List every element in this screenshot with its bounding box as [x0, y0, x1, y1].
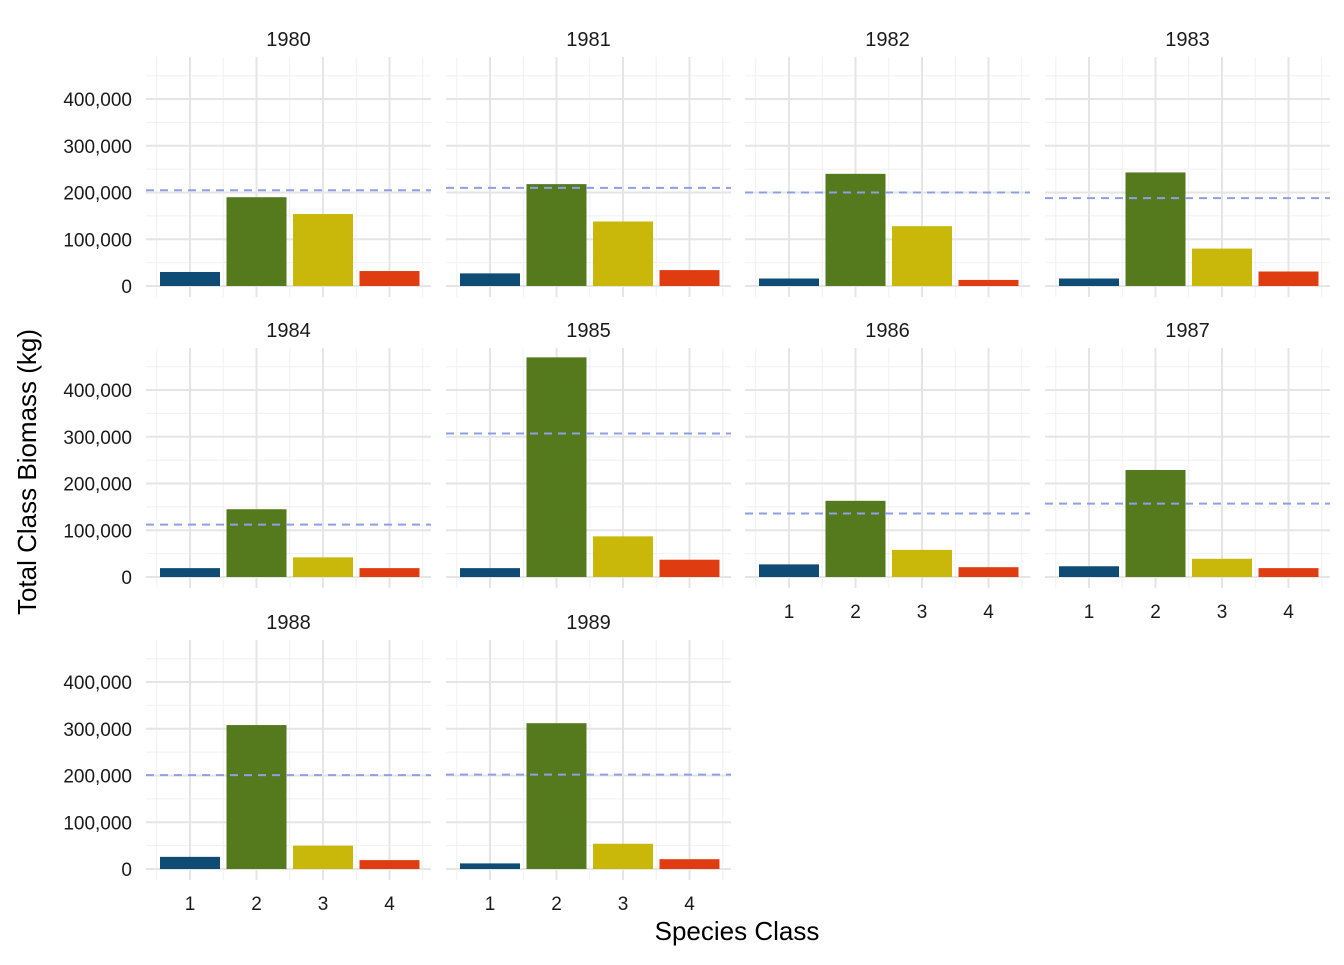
bar-1983-class-3: [1192, 248, 1252, 286]
x-tick-label: 1: [784, 602, 795, 623]
bar-1985-class-1: [460, 568, 520, 577]
x-tick-label: 3: [1217, 602, 1228, 623]
y-tick-label: 300,000: [63, 720, 132, 741]
x-tick-label: 4: [983, 602, 994, 623]
facet-panel-1988: 1988 0 100,000 200,000 300,000 400,000 1 2 3 4: [63, 612, 431, 915]
bar-1984-class-4: [359, 568, 420, 577]
facet-title: 1988: [266, 612, 311, 634]
facet-title: 1986: [865, 320, 910, 342]
y-tick-label: 0: [121, 860, 132, 881]
x-tick-label: 2: [1150, 602, 1161, 623]
facet-panel-1983: 1983: [1045, 29, 1330, 297]
y-tick-label: 400,000: [63, 90, 132, 111]
bar-1987-class-3: [1192, 558, 1252, 577]
facet-panel-1987: 1987 1 2 3 4: [1045, 320, 1330, 623]
bar-1987-class-1: [1059, 566, 1119, 577]
bar-1980-class-2: [226, 197, 287, 286]
x-tick-label: 3: [917, 602, 928, 623]
facet-panel-1985: 1985: [446, 320, 731, 588]
bar-1981-class-1: [460, 273, 520, 286]
bar-1985-class-3: [593, 536, 653, 577]
facet-title: 1987: [1165, 320, 1210, 342]
bar-1982-class-3: [892, 226, 952, 286]
bar-1983-class-2: [1125, 172, 1186, 286]
bar-1985-class-4: [659, 559, 720, 577]
y-tick-label: 0: [121, 568, 132, 589]
facet-title: 1984: [266, 320, 311, 342]
bar-1988-class-4: [359, 860, 420, 869]
bar-1980-class-1: [160, 271, 220, 286]
facet-title: 1980: [266, 29, 311, 51]
panels-layer: 1980 0 100,000 200,000 300,000 400,000 1981 198…: [63, 29, 1330, 915]
bar-1985-class-2: [526, 357, 587, 577]
bar-1989-class-3: [593, 843, 653, 869]
facet-panel-1984: 1984 0 100,000 200,000 300,000 400,000: [63, 320, 431, 589]
bar-1989-class-2: [526, 723, 587, 869]
bar-1986-class-3: [892, 549, 952, 577]
facet-panel-1986: 1986 1 2 3 4: [745, 320, 1030, 623]
bar-1986-class-4: [958, 567, 1019, 577]
bar-1982-class-1: [759, 278, 819, 286]
bar-1982-class-4: [958, 279, 1019, 286]
facet-title: 1982: [865, 29, 910, 51]
facet-title: 1985: [566, 320, 611, 342]
bar-1986-class-2: [825, 500, 886, 577]
y-tick-label: 200,000: [63, 475, 132, 496]
y-tick-label: 100,000: [63, 230, 132, 251]
x-tick-label: 4: [684, 894, 695, 915]
bar-1981-class-3: [593, 221, 653, 286]
y-tick-label: 300,000: [63, 428, 132, 449]
y-tick-label: 200,000: [63, 767, 132, 788]
x-tick-label: 2: [251, 894, 262, 915]
facet-title: 1983: [1165, 29, 1210, 51]
facet-title: 1981: [566, 29, 611, 51]
y-tick-label: 300,000: [63, 137, 132, 158]
y-tick-label: 400,000: [63, 673, 132, 694]
bar-1984-class-1: [160, 568, 220, 577]
x-tick-label: 1: [485, 894, 496, 915]
bar-1982-class-2: [825, 173, 886, 286]
x-axis-title: Species Class: [655, 916, 820, 946]
x-tick-label: 2: [850, 602, 861, 623]
facet-panel-1981: 1981: [446, 29, 731, 297]
bar-1988-class-1: [160, 856, 220, 869]
facet-title: 1989: [566, 612, 611, 634]
bar-1989-class-1: [460, 863, 520, 869]
x-tick-label: 3: [318, 894, 329, 915]
y-tick-label: 100,000: [63, 813, 132, 834]
x-tick-label: 2: [551, 894, 562, 915]
bar-1981-class-2: [526, 184, 587, 286]
bar-1980-class-4: [359, 271, 420, 286]
x-tick-label: 4: [1283, 602, 1294, 623]
y-tick-label: 400,000: [63, 381, 132, 402]
x-tick-label: 1: [1084, 602, 1095, 623]
x-tick-label: 3: [618, 894, 629, 915]
bar-1986-class-1: [759, 564, 819, 577]
bar-1984-class-3: [293, 557, 353, 577]
facet-panel-1982: 1982: [745, 29, 1030, 297]
y-tick-label: 0: [121, 277, 132, 298]
x-tick-label: 1: [185, 894, 196, 915]
bar-1981-class-4: [659, 270, 720, 286]
bar-1983-class-1: [1059, 278, 1119, 286]
y-axis-title: Total Class Biomass (kg): [12, 329, 42, 615]
bar-1983-class-4: [1258, 271, 1319, 286]
bar-1984-class-2: [226, 509, 287, 577]
x-tick-label: 4: [384, 894, 395, 915]
facet-panel-1980: 1980 0 100,000 200,000 300,000 400,000: [63, 29, 431, 298]
bar-1987-class-2: [1125, 469, 1186, 577]
bar-1988-class-3: [293, 845, 353, 869]
y-tick-label: 100,000: [63, 521, 132, 542]
bar-1988-class-2: [226, 725, 287, 869]
y-tick-label: 200,000: [63, 184, 132, 205]
bar-1989-class-4: [659, 859, 720, 869]
facet-panel-1989: 1989 1 2 3 4: [446, 612, 731, 915]
bar-1987-class-4: [1258, 568, 1319, 577]
bar-1980-class-3: [293, 214, 353, 286]
